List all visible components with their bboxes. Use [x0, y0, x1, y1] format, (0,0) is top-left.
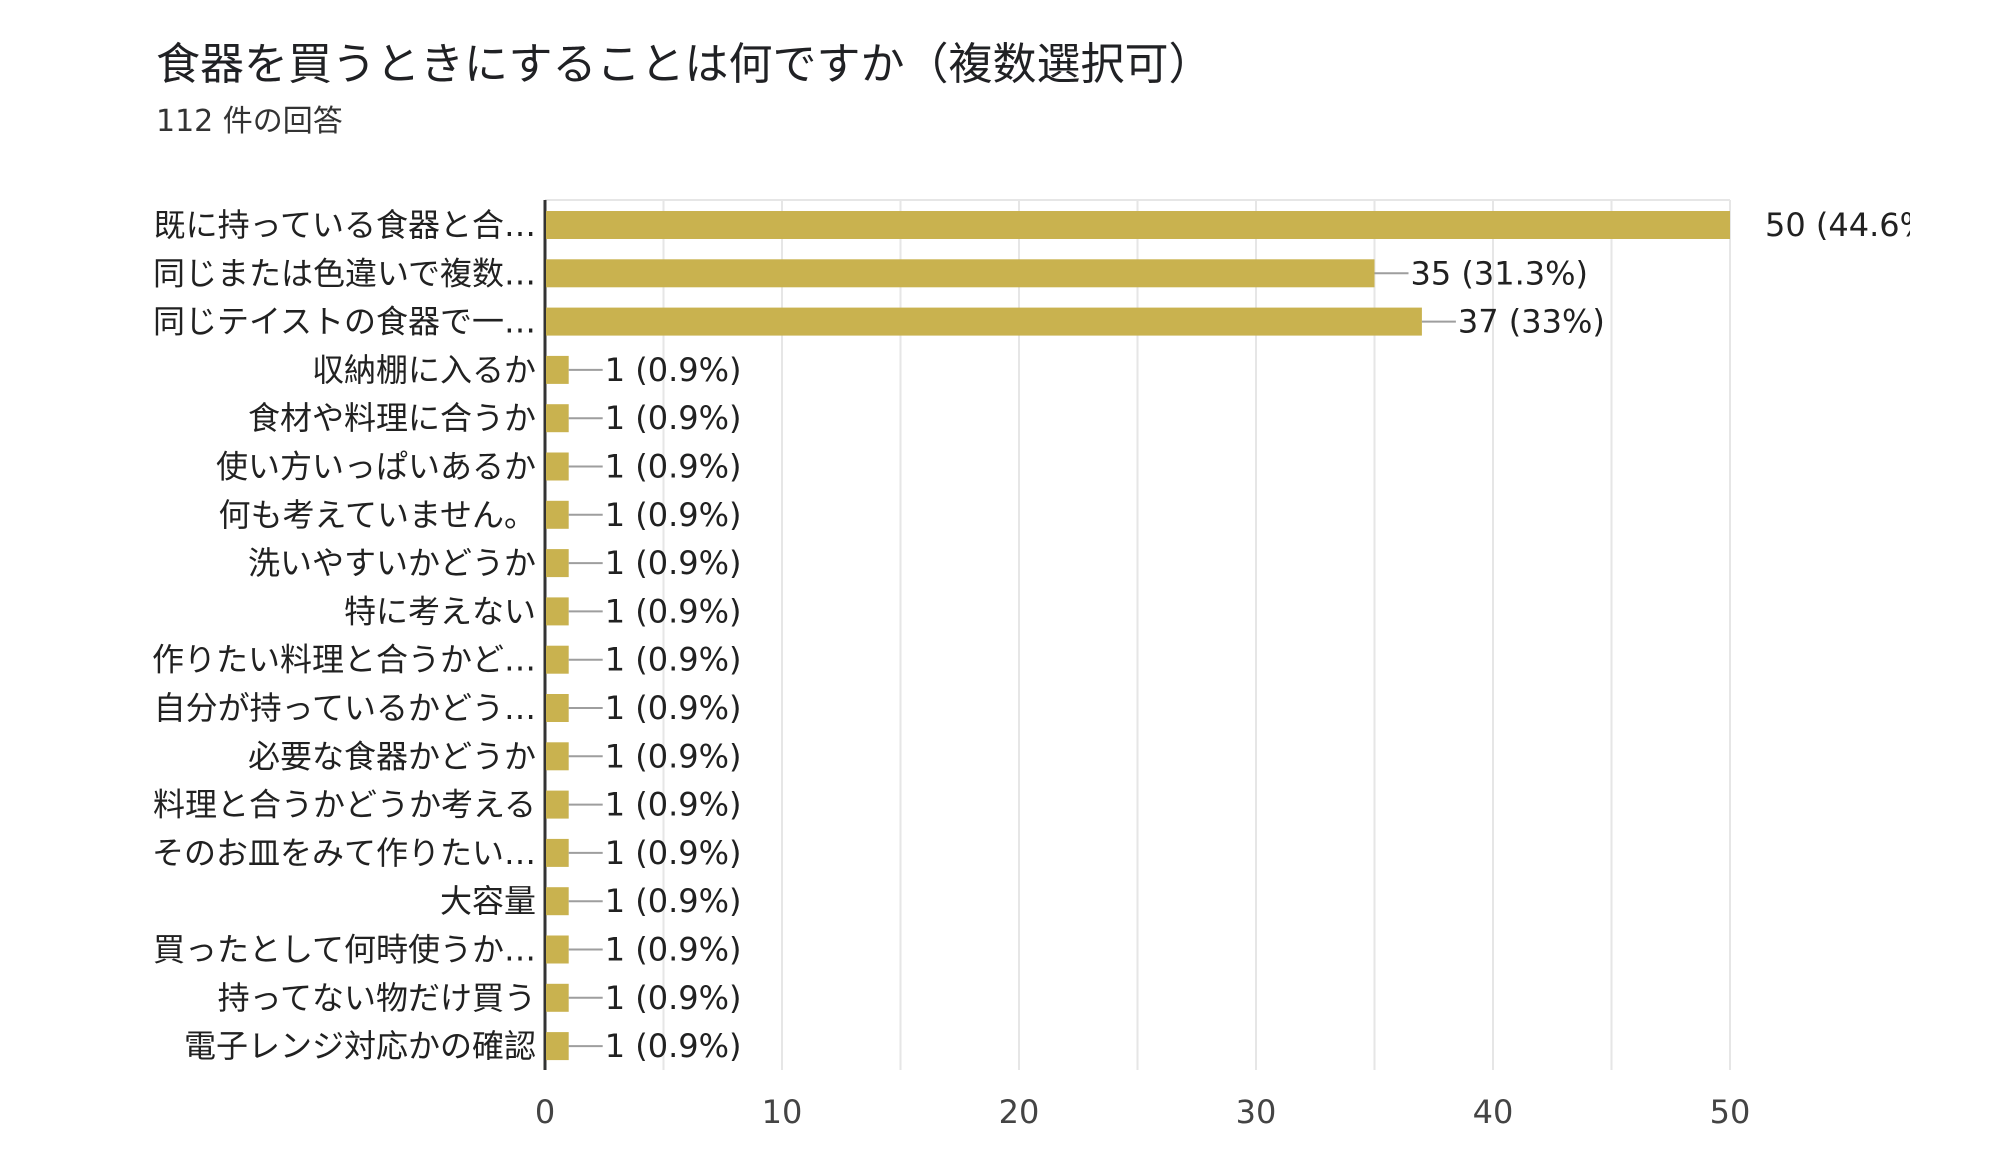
- data-label: 50 (44.6%: [1765, 206, 1930, 244]
- bar[interactable]: [546, 355, 569, 384]
- category-label: 同じまたは色違いで複数…: [153, 254, 536, 292]
- x-axis-ticks: 0 10 20 30 40 50: [535, 1093, 1751, 1131]
- bar[interactable]: [546, 307, 1422, 336]
- bars: [546, 211, 1730, 1061]
- bar[interactable]: [546, 838, 569, 867]
- category-label: 食材や料理に合うか: [248, 399, 536, 437]
- category-label: 料理と合うかどうか考える: [153, 786, 536, 824]
- category-label: 同じテイストの食器で一…: [153, 303, 536, 341]
- data-label: 1 (0.9%): [605, 351, 742, 389]
- x-tick-label: 10: [762, 1093, 803, 1131]
- x-tick-label: 30: [1236, 1093, 1277, 1131]
- category-label: そのお皿をみて作りたい…: [152, 834, 536, 872]
- bar[interactable]: [546, 694, 569, 722]
- category-label: 特に考えない: [344, 592, 536, 630]
- bar[interactable]: [546, 549, 569, 578]
- bar[interactable]: [546, 935, 569, 964]
- data-label: 1 (0.9%): [605, 979, 742, 1017]
- data-label: 1 (0.9%): [605, 931, 742, 969]
- bar[interactable]: [546, 211, 1730, 239]
- data-label: 37 (33%): [1458, 303, 1605, 341]
- data-labels: 50 (44.6% 35 (31.3%) 37 (33%) 1 (0.9%) 1 (0.…: [568, 206, 1930, 1065]
- category-label: 買ったとして何時使うか…: [153, 931, 536, 969]
- category-label: 何も考えていません。: [219, 496, 536, 534]
- bar[interactable]: [546, 500, 569, 529]
- bar[interactable]: [546, 452, 569, 481]
- data-label: 1 (0.9%): [605, 496, 742, 534]
- category-label: 自分が持っているかどう…: [154, 689, 536, 727]
- bar[interactable]: [546, 404, 569, 433]
- data-label: 1 (0.9%): [605, 544, 742, 582]
- bar[interactable]: [546, 887, 569, 916]
- category-label: 既に持っている食器と合…: [154, 206, 536, 244]
- category-label: 作りたい料理と合うかど…: [152, 641, 536, 679]
- bar[interactable]: [546, 742, 569, 771]
- data-label: 1 (0.9%): [605, 834, 742, 872]
- data-label: 1 (0.9%): [605, 786, 742, 824]
- data-label: 1 (0.9%): [605, 592, 742, 630]
- category-label: 必要な食器かどうか: [248, 737, 536, 775]
- x-tick-label: 50: [1710, 1093, 1751, 1131]
- data-label: 1 (0.9%): [605, 641, 742, 679]
- category-label: 収納棚に入るか: [312, 351, 536, 389]
- data-label: 1 (0.9%): [605, 689, 742, 727]
- category-label: 使い方いっぱいあるか: [216, 448, 536, 486]
- bar[interactable]: [546, 1032, 569, 1061]
- data-label: 1 (0.9%): [605, 737, 742, 775]
- data-label: 35 (31.3%): [1411, 254, 1589, 292]
- bar[interactable]: [546, 645, 569, 674]
- bar[interactable]: [546, 983, 569, 1012]
- grid-lines: [543, 199, 1731, 1070]
- category-label: 電子レンジ対応かの確認: [184, 1027, 536, 1065]
- x-tick-label: 20: [999, 1093, 1040, 1131]
- data-label: 1 (0.9%): [605, 399, 742, 437]
- bar[interactable]: [546, 597, 569, 626]
- x-tick-label: 40: [1473, 1093, 1514, 1131]
- category-label: 持ってない物だけ買う: [218, 979, 536, 1017]
- category-label: 大容量: [440, 882, 536, 920]
- data-label: 1 (0.9%): [605, 882, 742, 920]
- data-label: 1 (0.9%): [605, 448, 742, 486]
- category-label: 洗いやすいかどうか: [248, 544, 536, 582]
- category-labels: 既に持っている食器と合… 同じまたは色違いで複数… 同じテイストの食器で一… 収納棚に…: [152, 206, 536, 1065]
- chart-title: 食器を買うときにすることは何ですか（複数選択可）: [156, 39, 1213, 90]
- bar[interactable]: [546, 790, 569, 819]
- data-label: 1 (0.9%): [605, 1027, 742, 1065]
- x-tick-label: 0: [535, 1093, 555, 1131]
- response-count: 112 件の回答: [156, 104, 343, 139]
- bar[interactable]: [546, 259, 1375, 288]
